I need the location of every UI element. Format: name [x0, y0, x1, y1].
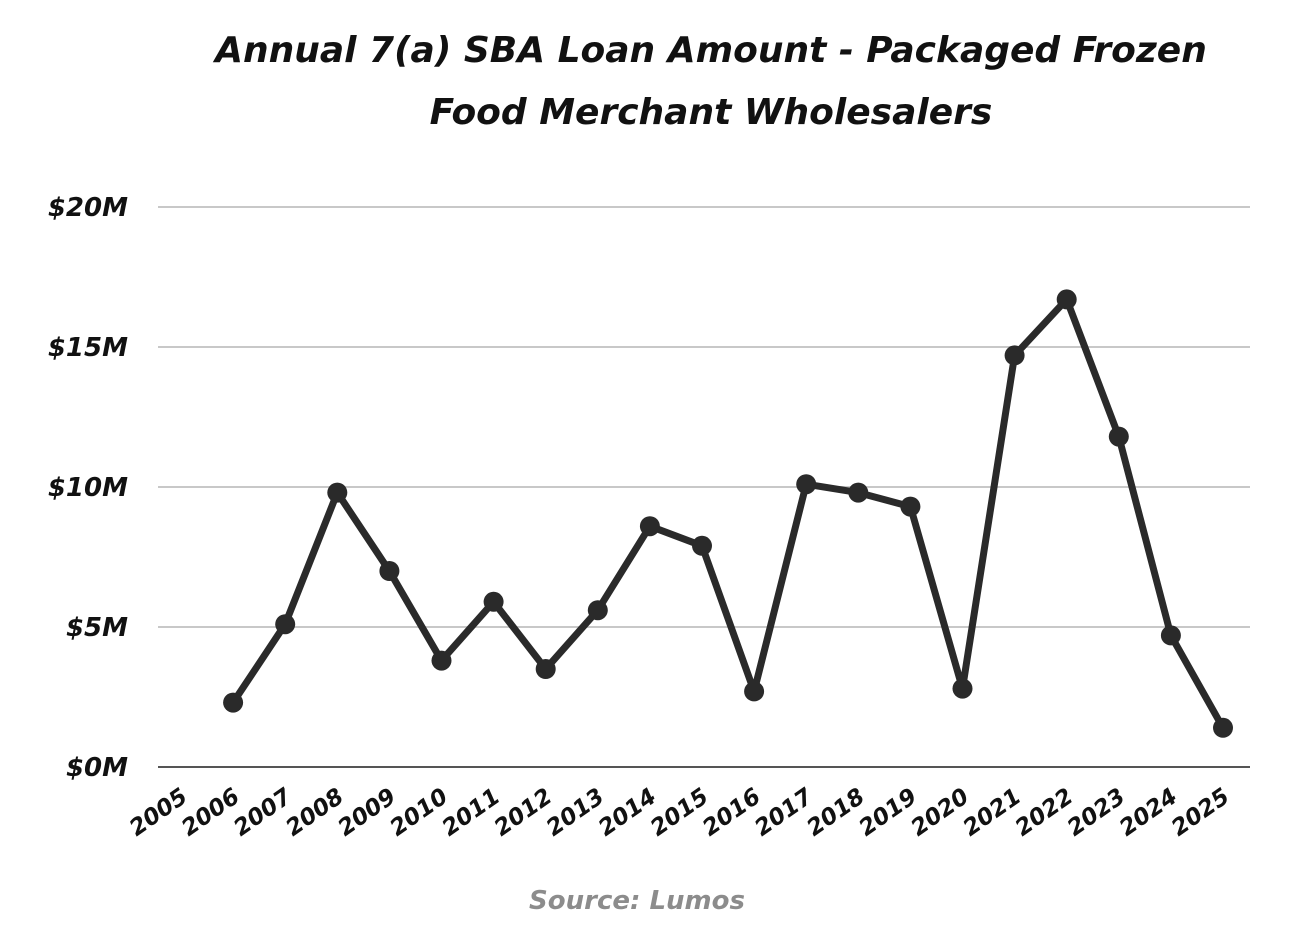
x-tick-label: 2010 — [386, 784, 453, 842]
data-point — [275, 614, 296, 635]
series-line — [229, 295, 1227, 732]
data-point — [692, 535, 712, 556]
chart-title-line-1: Annual 7(a) SBA Loan Amount - Packaged F… — [212, 30, 1207, 71]
data-point — [587, 600, 608, 621]
x-tick-label: 2006 — [177, 784, 244, 842]
data-point — [223, 692, 244, 713]
data-series — [223, 289, 1233, 738]
x-tick-label: 2007 — [229, 784, 296, 842]
chart-title: Annual 7(a) SBA Loan Amount - Packaged F… — [212, 30, 1207, 133]
x-tick-label: 2023 — [1063, 784, 1130, 842]
x-tick-label: 2019 — [854, 784, 921, 842]
x-tick-label: 2020 — [907, 784, 974, 842]
y-axis-ticks: $0M $5M $10M $15M $20M — [48, 193, 128, 783]
y-tick-label: $5M — [66, 613, 128, 643]
x-axis-ticks: 2005200620072008200920102011201220132014… — [125, 784, 1234, 842]
x-tick-label: 2012 — [490, 784, 557, 842]
x-tick-label: 2011 — [438, 784, 505, 842]
y-tick-label: $10M — [48, 473, 128, 503]
y-tick-label: $20M — [48, 193, 128, 223]
data-point — [1213, 717, 1233, 738]
chart-title-line-2: Food Merchant Wholesalers — [430, 92, 993, 133]
x-tick-label: 2025 — [1167, 784, 1234, 842]
x-tick-label: 2008 — [281, 784, 348, 842]
data-point — [744, 681, 765, 702]
x-tick-label: 2015 — [646, 784, 713, 842]
chart-source: Source: Lumos — [529, 886, 745, 916]
x-tick-label: 2014 — [594, 784, 661, 842]
data-point — [327, 482, 348, 503]
x-tick-label: 2018 — [802, 784, 869, 842]
data-point — [796, 474, 817, 495]
data-point — [483, 591, 504, 612]
data-point — [1004, 345, 1025, 366]
data-point — [952, 678, 973, 699]
data-point — [431, 650, 452, 671]
x-tick-label: 2024 — [1115, 784, 1182, 842]
x-tick-label: 2022 — [1011, 784, 1078, 842]
x-tick-label: 2005 — [125, 784, 192, 842]
y-tick-label: $0M — [66, 753, 128, 783]
data-point — [379, 561, 400, 581]
data-point — [1108, 426, 1129, 447]
x-tick-label: 2013 — [542, 784, 609, 842]
y-tick-label: $15M — [48, 333, 128, 363]
x-tick-label: 2009 — [333, 784, 400, 842]
x-tick-label: 2017 — [750, 784, 817, 842]
gridlines — [158, 206, 1250, 628]
data-point — [900, 496, 921, 517]
x-tick-label: 2021 — [959, 784, 1026, 842]
data-point — [848, 482, 869, 503]
data-point — [639, 516, 660, 537]
data-point — [1160, 625, 1181, 646]
data-point — [535, 659, 556, 679]
data-point — [1056, 289, 1077, 310]
x-tick-label: 2016 — [698, 784, 765, 842]
